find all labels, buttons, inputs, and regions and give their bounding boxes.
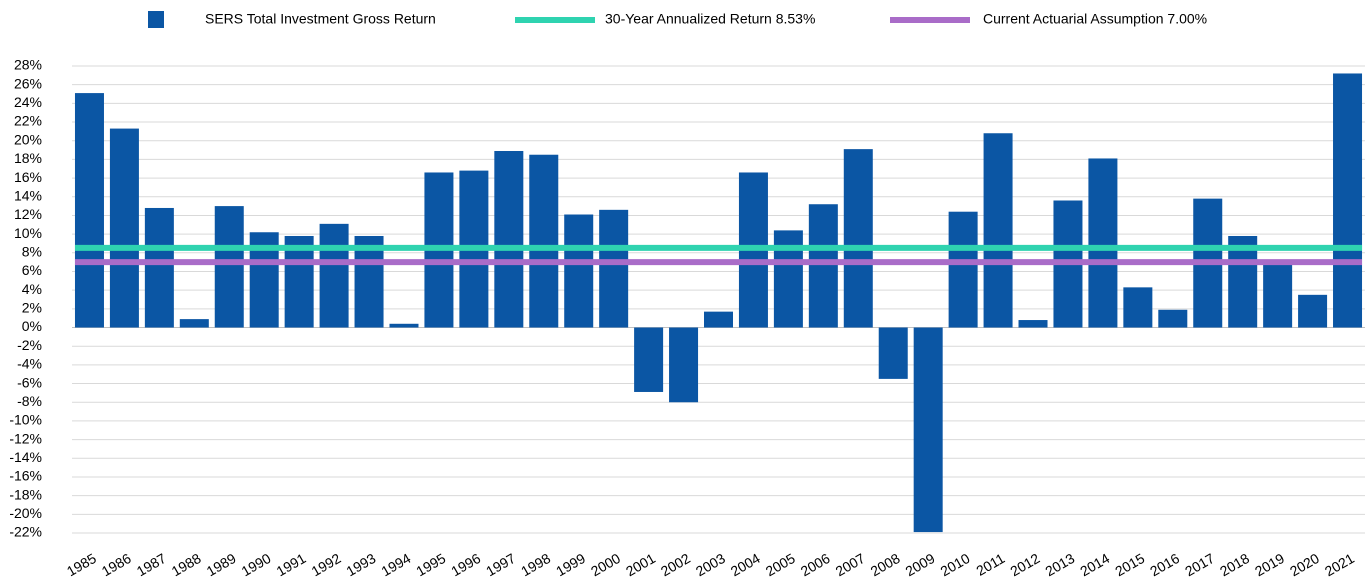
x-tick-label: 2004 bbox=[728, 550, 763, 580]
legend-label: SERS Total Investment Gross Return bbox=[205, 11, 436, 27]
x-tick-label: 2012 bbox=[1007, 550, 1042, 580]
x-tick-label: 2017 bbox=[1182, 550, 1217, 580]
bar bbox=[529, 154, 559, 328]
bar bbox=[1263, 262, 1293, 328]
x-tick-label: 2014 bbox=[1077, 550, 1112, 580]
bar bbox=[144, 207, 174, 328]
bar bbox=[1123, 287, 1153, 328]
y-tick-label: 10% bbox=[14, 225, 42, 241]
bar bbox=[808, 204, 838, 328]
y-tick-label: 26% bbox=[14, 75, 42, 91]
y-tick-label: 6% bbox=[22, 262, 42, 278]
bar bbox=[669, 327, 699, 403]
y-tick-label: 16% bbox=[14, 169, 42, 185]
x-tick-label: 2007 bbox=[833, 550, 868, 580]
bar bbox=[564, 214, 594, 328]
x-tick-label: 1997 bbox=[483, 550, 518, 580]
y-tick-label: 4% bbox=[22, 281, 42, 297]
x-tick-label: 2002 bbox=[658, 550, 693, 580]
bar bbox=[704, 311, 733, 328]
x-tick-label: 1990 bbox=[239, 550, 274, 580]
bar bbox=[1018, 320, 1048, 328]
x-tick-label: 2013 bbox=[1042, 550, 1077, 580]
y-tick-label: -18% bbox=[9, 486, 42, 502]
bar bbox=[319, 223, 349, 328]
y-tick-label: -2% bbox=[17, 337, 42, 353]
bar bbox=[878, 327, 908, 379]
x-tick-label: 2005 bbox=[763, 550, 798, 580]
x-tick-label: 1993 bbox=[343, 550, 378, 580]
x-tick-label: 2001 bbox=[623, 550, 658, 580]
legend-label: 30-Year Annualized Return 8.53% bbox=[605, 11, 815, 27]
x-tick-label: 2019 bbox=[1252, 550, 1287, 580]
bar bbox=[1298, 294, 1328, 328]
x-tick-label: 2003 bbox=[693, 550, 728, 580]
bar bbox=[1228, 235, 1258, 328]
x-tick-label: 1992 bbox=[308, 550, 343, 580]
bar bbox=[983, 133, 1013, 328]
y-tick-label: -20% bbox=[9, 505, 42, 521]
x-tick-label: 2020 bbox=[1287, 550, 1322, 580]
y-tick-label: 14% bbox=[14, 187, 42, 203]
legend-swatch bbox=[148, 11, 164, 28]
x-tick-label: 2006 bbox=[798, 550, 833, 580]
bar bbox=[389, 323, 419, 328]
bar bbox=[214, 206, 244, 328]
x-tick-label: 1999 bbox=[553, 550, 588, 580]
y-tick-label: 24% bbox=[14, 94, 42, 110]
bar bbox=[109, 128, 139, 328]
bar bbox=[179, 319, 209, 328]
x-tick-label: 2009 bbox=[903, 550, 938, 580]
y-tick-label: -10% bbox=[9, 412, 42, 428]
y-tick-label: -4% bbox=[17, 356, 42, 372]
y-tick-label: 0% bbox=[22, 318, 42, 334]
x-tick-label: 1991 bbox=[274, 550, 309, 580]
x-tick-label: 1994 bbox=[378, 550, 413, 580]
bar bbox=[913, 327, 943, 533]
y-tick-label: 20% bbox=[14, 131, 42, 147]
bar bbox=[1088, 158, 1118, 328]
bar bbox=[599, 209, 629, 328]
legend-label: Current Actuarial Assumption 7.00% bbox=[983, 11, 1207, 27]
y-tick-label: 22% bbox=[14, 113, 42, 129]
x-tick-label: 2008 bbox=[868, 550, 903, 580]
x-tick-label: 1998 bbox=[518, 550, 553, 580]
y-tick-label: 28% bbox=[14, 57, 42, 73]
bar bbox=[948, 211, 978, 328]
y-tick-label: 8% bbox=[22, 244, 42, 260]
x-tick-label: 1988 bbox=[169, 550, 204, 580]
bar bbox=[74, 93, 104, 328]
x-tick-label: 1986 bbox=[99, 550, 134, 580]
x-tick-label: 2000 bbox=[588, 550, 623, 580]
x-tick-label: 2016 bbox=[1147, 550, 1182, 580]
bar bbox=[1333, 73, 1363, 328]
y-tick-label: -16% bbox=[9, 468, 42, 484]
y-tick-label: -12% bbox=[9, 430, 42, 446]
x-tick-label: 2018 bbox=[1217, 550, 1252, 580]
y-tick-label: -6% bbox=[17, 374, 42, 390]
x-tick-label: 2011 bbox=[973, 550, 1007, 579]
x-tick-label: 1985 bbox=[64, 550, 99, 580]
x-tick-label: 1995 bbox=[413, 550, 448, 580]
bar bbox=[634, 327, 664, 392]
bar bbox=[354, 235, 384, 328]
bar bbox=[843, 149, 873, 328]
y-tick-label: 18% bbox=[14, 150, 42, 166]
x-tick-label: 1996 bbox=[448, 550, 483, 580]
y-tick-label: -14% bbox=[9, 449, 42, 465]
y-tick-label: -8% bbox=[17, 393, 42, 409]
x-tick-label: 1989 bbox=[204, 550, 239, 580]
x-tick-label: 2010 bbox=[937, 550, 972, 580]
y-tick-label: 12% bbox=[14, 206, 42, 222]
x-tick-label: 2021 bbox=[1322, 550, 1357, 580]
y-tick-label: -22% bbox=[9, 524, 42, 540]
x-tick-label: 1987 bbox=[134, 550, 169, 580]
bar bbox=[1158, 309, 1188, 328]
x-tick-label: 2015 bbox=[1112, 550, 1147, 580]
bar bbox=[494, 150, 524, 328]
y-tick-label: 2% bbox=[22, 300, 42, 316]
bar bbox=[284, 235, 314, 328]
